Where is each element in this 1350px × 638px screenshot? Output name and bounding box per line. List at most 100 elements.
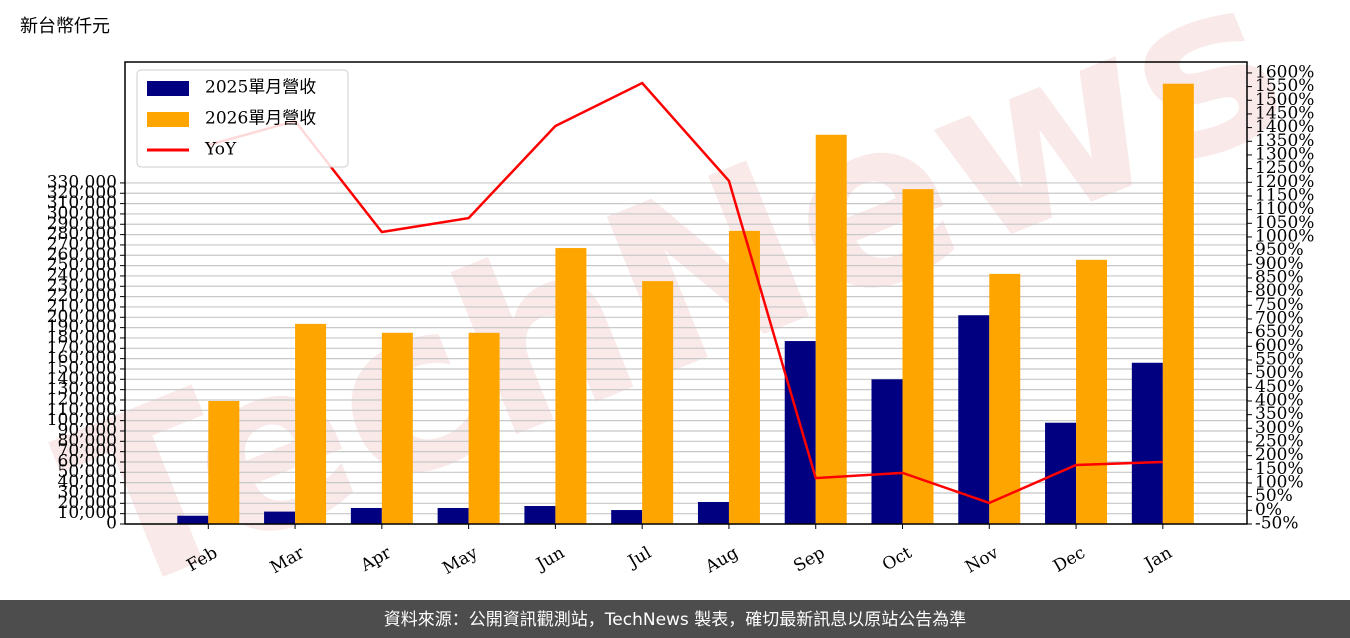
bar [728, 230, 760, 524]
bar [177, 515, 209, 524]
legend-swatch [147, 81, 189, 96]
bar [697, 501, 729, 524]
bar [784, 341, 816, 524]
y2-tick-label: 1350% [1255, 131, 1314, 151]
y-tick-label: 320,000 [47, 183, 117, 203]
y2-tick-label: 950% [1255, 240, 1304, 260]
y2-tick-label: 0% [1255, 500, 1282, 520]
legend-swatch [147, 112, 189, 127]
y-tick-label: 20,000 [58, 493, 117, 513]
y-tick-label: 120,000 [47, 389, 117, 409]
line [207, 81, 1163, 505]
bar [989, 273, 1021, 524]
x-tick-label: Jul [623, 543, 655, 573]
y2-tick-label: 1450% [1255, 103, 1314, 123]
y-tick-label: 280,000 [47, 224, 117, 244]
y-tick-label: 70,000 [58, 441, 117, 461]
bar [902, 189, 934, 525]
y2-tick-label: 1600% [1255, 62, 1314, 82]
y-tick-label: 180,000 [47, 327, 117, 347]
y2-tick-label: 500% [1255, 363, 1304, 383]
y2-tick-label: 300% [1255, 418, 1304, 438]
y-tick-label: 230,000 [47, 276, 117, 296]
x-tick-label: Aug [701, 543, 742, 578]
y-tick-label: 210,000 [47, 296, 117, 316]
bar [555, 248, 587, 524]
y2-tick-label: 700% [1255, 308, 1304, 328]
bar [264, 511, 296, 524]
bar [295, 323, 327, 524]
y2-tick-label: 1200% [1255, 172, 1314, 192]
legend-label: 2026單月營收 [205, 109, 316, 129]
y-tick-label: 80,000 [58, 431, 117, 451]
y-tick-label: 330,000 [47, 172, 117, 192]
y2-tick-label: 800% [1255, 281, 1304, 301]
y-tick-label: 30,000 [58, 482, 117, 502]
bar [871, 379, 903, 524]
y2-tick-label: 450% [1255, 377, 1304, 397]
bar [1131, 362, 1163, 524]
y-tick-label: 240,000 [47, 265, 117, 285]
y2-tick-label: 1550% [1255, 76, 1314, 96]
y2-tick-label: 1500% [1255, 90, 1314, 110]
x-tick-label: May [439, 543, 482, 579]
y-tick-label: 250,000 [47, 255, 117, 275]
x-tick-label: Nov [962, 543, 1002, 578]
x-tick-label: Jan [1140, 543, 1176, 575]
y2-tick-label: 600% [1255, 336, 1304, 356]
unit-note: 新台幣仟元 [20, 16, 110, 37]
bar [642, 281, 674, 524]
y2-tick-label: 250% [1255, 431, 1304, 451]
y2-tick-label: 1400% [1255, 117, 1314, 137]
bar [815, 134, 847, 524]
bar [1076, 259, 1108, 524]
bar [958, 315, 990, 524]
plot-frame [124, 61, 1248, 525]
footer-bar [0, 600, 1350, 638]
x-tick-label: Oct [879, 543, 915, 576]
y-tick-label: 140,000 [47, 369, 117, 389]
x-tick-label: Sep [790, 543, 828, 577]
x-tick-label: Jun [532, 543, 569, 576]
y-tick-label: 60,000 [58, 451, 117, 471]
y2-tick-label: 1300% [1255, 144, 1314, 164]
y2-tick-label: -50% [1255, 514, 1299, 534]
y-tick-label: 310,000 [47, 193, 117, 213]
y-tick-label: 270,000 [47, 234, 117, 254]
y-tick-label: 170,000 [47, 338, 117, 358]
y2-tick-label: 900% [1255, 254, 1304, 274]
footer: 資料來源：公開資訊觀測站，TechNews 製表，確切最新訊息以原站公告為準 [384, 610, 966, 630]
y-tick-label: 260,000 [47, 245, 117, 265]
bar [437, 507, 469, 524]
y2-tick-label: 400% [1255, 390, 1304, 410]
bar [1162, 83, 1194, 524]
bar [381, 332, 413, 524]
bar [208, 401, 240, 524]
legend-label: 2025單月營收 [205, 78, 316, 98]
bar [1045, 422, 1077, 524]
y-tick-label: 200,000 [47, 307, 117, 327]
y-tick-label: 10,000 [58, 503, 117, 523]
bar [350, 507, 382, 524]
y2-tick-label: 1050% [1255, 213, 1314, 233]
y2-tick-label: 150% [1255, 459, 1304, 479]
y-tick-label: 150,000 [47, 358, 117, 378]
y2-tick-label: 1150% [1255, 185, 1314, 205]
bar [468, 332, 500, 524]
y2-tick-label: 350% [1255, 404, 1304, 424]
y2-tick-label: 1100% [1255, 199, 1314, 219]
bar [524, 506, 556, 524]
y-tick-label: 40,000 [58, 472, 117, 492]
y2-tick-label: 100% [1255, 472, 1304, 492]
y-tick-label: 90,000 [58, 420, 117, 440]
y-tick-label: 190,000 [47, 317, 117, 337]
y-tick-label: 50,000 [58, 462, 117, 482]
y2-tick-label: 650% [1255, 322, 1304, 342]
y-tick-label: 160,000 [47, 348, 117, 368]
y2-tick-label: 1250% [1255, 158, 1314, 178]
x-tick-label: Dec [1050, 543, 1089, 577]
y-tick-label: 220,000 [47, 286, 117, 306]
bar [611, 510, 643, 524]
legend-label: YoY [204, 140, 237, 160]
